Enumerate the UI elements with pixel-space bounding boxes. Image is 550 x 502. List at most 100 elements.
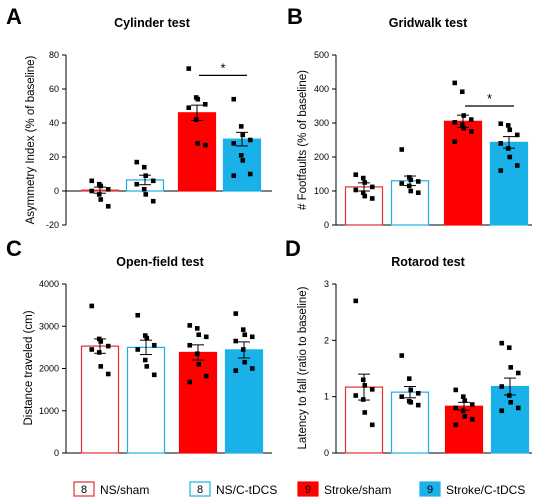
legend-item-ns-sham: 8 NS/sham [73,481,149,497]
legend-item-stroke-sham: 9 Stroke/sham [297,481,391,497]
data-point [143,192,149,197]
panel-gridwalk-test: B Gridwalk test # Footfaults (% of basel… [287,4,532,230]
panel-rotarod-test: D Rotarod test Latency to fall (ratio to… [285,236,532,458]
legend-swatch [73,481,95,497]
y-tick-label: 40 [49,118,59,128]
data-point [134,159,140,165]
data-point [415,179,421,184]
data-point [202,102,208,107]
y-tick-label: 0 [54,448,59,458]
data-point [399,181,405,186]
bar-stroke_sham [444,405,484,454]
data-point [187,379,193,385]
data-point [186,66,192,71]
data-point [134,181,140,187]
bar-stroke_ctdcs [224,349,264,454]
data-point [461,125,467,131]
data-point [233,368,239,373]
data-point [187,323,193,328]
data-point [151,342,157,348]
data-point [202,142,208,148]
data-point [453,422,459,428]
legend-n: 9 [427,484,433,496]
data-point [231,173,237,178]
y-tick-label: 60 [49,84,59,94]
panel-letter: C [6,236,22,261]
data-point [507,154,513,160]
data-point [399,147,405,152]
data-point [135,347,141,352]
y-tick-label: 400 [314,84,329,94]
data-point [195,141,201,146]
data-point [98,183,104,189]
data-point [515,370,521,376]
data-point [499,384,505,389]
data-point [362,410,368,415]
data-point [89,303,95,309]
data-point [469,402,475,407]
data-point [468,117,474,122]
data-point [141,164,147,170]
data-point [240,158,246,163]
data-point [194,351,200,357]
y-tick-label: 1000 [39,406,59,416]
data-point [150,178,156,184]
data-point [233,338,239,344]
panel-title: Cylinder test [114,16,191,30]
data-point [408,177,414,183]
data-point [459,122,465,127]
data-point [360,377,366,383]
data-point [187,342,193,348]
panel-letter: D [285,236,301,261]
data-point [135,312,141,318]
data-point [360,397,366,402]
data-point [505,123,511,128]
data-point [242,332,248,337]
data-point [452,120,458,125]
y-tick-label: -20 [46,220,59,230]
bar-ns_ctdcs [126,346,166,454]
data-point [406,175,412,180]
data-point [195,96,201,102]
data-point [415,190,421,195]
data-point [406,376,412,381]
legend: 8 NS/sham 8 NS/C-tDCS 9 Stroke/sham 9 St… [73,481,525,497]
data-point [89,347,95,352]
data-point [369,387,375,392]
data-point [499,408,505,414]
y-tick-label: 0 [324,220,329,230]
bar-stroke_sham [178,351,218,454]
data-point [105,371,111,377]
data-point [459,89,465,95]
data-point [362,193,368,199]
data-point [231,96,237,102]
significance-star: * [487,91,492,106]
legend-swatch [419,481,441,497]
data-point [362,383,368,388]
data-point [247,171,253,177]
data-point [240,347,246,352]
data-point [468,129,474,134]
data-point [514,163,520,168]
data-point [369,184,375,190]
data-point [240,327,246,332]
data-point [96,192,102,197]
data-point [143,173,149,178]
y-tick-label: 300 [314,118,329,128]
y-tick-label: 2 [324,335,329,345]
data-point [415,402,421,408]
data-point [399,353,405,358]
legend-label: Stroke/C-tDCS [446,483,525,497]
y-axis-label: # Footfaults (% of baseline) [297,70,309,210]
data-point [508,400,514,405]
data-point [142,357,148,363]
bar-stroke_sham [177,112,217,192]
legend-item-ns-ctdcs: 8 NS/C-tDCS [189,481,277,497]
data-point [515,405,521,411]
legend-n: 8 [197,484,203,496]
data-point [498,121,504,126]
data-point [508,365,514,370]
data-point [353,298,359,304]
data-point [506,345,512,350]
